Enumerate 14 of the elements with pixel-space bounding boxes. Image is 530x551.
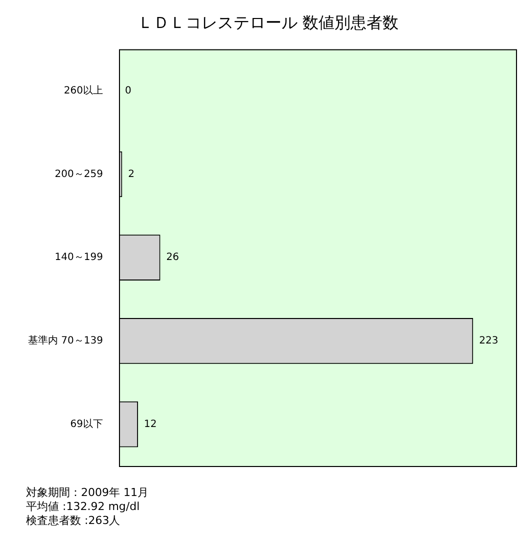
data-label: 0 bbox=[124, 85, 132, 96]
data-label: 12 bbox=[144, 418, 157, 430]
y-tick-label: 200～259 bbox=[54, 168, 103, 180]
y-tick-label: 260以上 bbox=[64, 84, 103, 96]
chart-title: ＬＤＬコレステロール 数値別患者数 bbox=[137, 12, 399, 32]
data-label: 2 bbox=[128, 168, 135, 180]
data-label: 223 bbox=[479, 336, 498, 347]
text: 検査患者数 :263人 bbox=[26, 514, 122, 528]
text: 対象期間：2009年 11月 bbox=[26, 486, 150, 500]
y-tick-label: 140～199 bbox=[54, 252, 103, 264]
data-label: 26 bbox=[166, 252, 180, 264]
text: 平均値 :132.92 mg/dl bbox=[26, 500, 141, 514]
y-tick-label: 基準内 70～139 bbox=[28, 334, 103, 347]
y-tick-label: 69以下 bbox=[70, 418, 103, 430]
